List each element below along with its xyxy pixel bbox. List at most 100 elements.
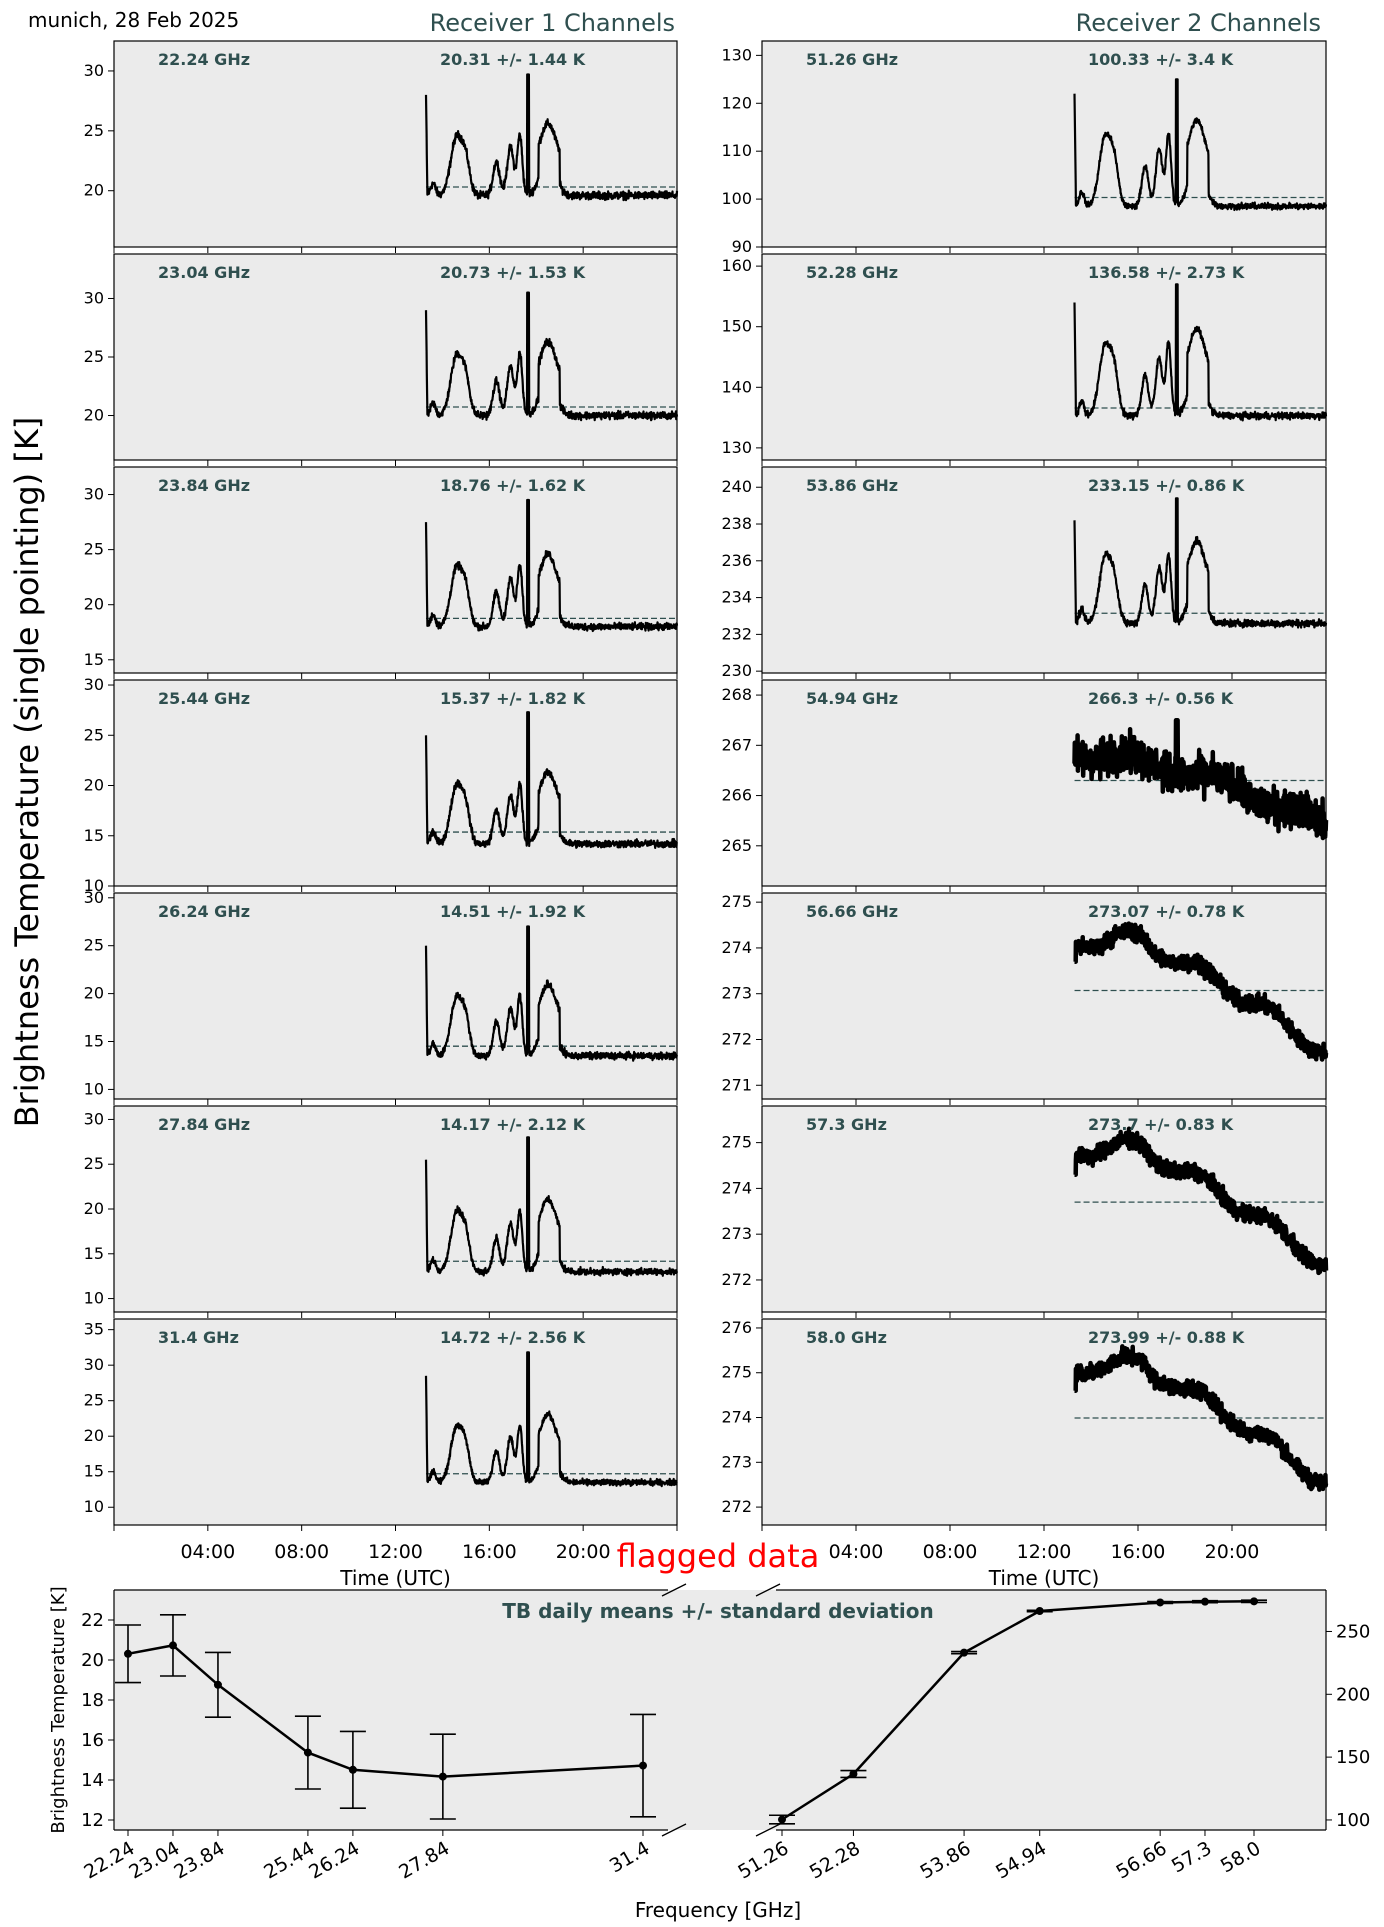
y-tick-label: 20 <box>84 776 104 795</box>
channel-frequency-label: 27.84 GHz <box>158 1115 250 1134</box>
left-y-tick-label: 14 <box>81 1770 104 1791</box>
y-tick-label: 130 <box>721 45 752 64</box>
station-date-label: munich, 28 Feb 2025 <box>28 8 239 32</box>
y-tick-label: 272 <box>721 1029 752 1048</box>
receiver2-x-tick-label: 58.0 <box>1217 1837 1265 1877</box>
global-ylabel: Brightness Temperature (single pointing)… <box>8 417 46 1128</box>
series-line <box>1073 283 1328 422</box>
y-tick-label: 272 <box>721 1497 752 1516</box>
y-tick-label: 275 <box>721 1133 752 1152</box>
y-tick-label: 20 <box>84 595 104 614</box>
receiver1-mean-point <box>168 1641 177 1650</box>
y-tick-label: 25 <box>84 1154 104 1173</box>
y-tick-label: 10 <box>84 876 104 895</box>
y-tick-label: 268 <box>721 685 752 704</box>
channel-frequency-label: 22.24 GHz <box>158 50 250 69</box>
panel-background <box>113 40 678 248</box>
series-line <box>1073 497 1328 629</box>
channel-stat-label: 20.31 +/- 1.44 K <box>440 50 586 69</box>
y-tick-label: 273 <box>721 1452 752 1471</box>
summary-title: TB daily means +/- standard deviation <box>502 1599 934 1623</box>
receiver1-mean-point <box>639 1761 647 1770</box>
x-tick-label: 04:00 <box>180 1541 235 1563</box>
y-tick-label: 15 <box>84 650 104 669</box>
y-tick-label: 160 <box>721 256 752 275</box>
left-y-tick-label: 22 <box>81 1610 104 1631</box>
channel-stat-label: 100.33 +/- 3.4 K <box>1088 50 1234 69</box>
left-y-tick-label: 20 <box>81 1650 104 1671</box>
y-tick-label: 90 <box>732 237 752 256</box>
x-tick-label: 12:00 <box>1017 1541 1072 1563</box>
channel-frequency-label: 53.86 GHz <box>806 476 898 495</box>
x-tick-label: 04:00 <box>829 1541 884 1563</box>
panel-background <box>761 892 1327 1100</box>
channel-frequency-label: 23.84 GHz <box>158 476 250 495</box>
receiver1-panels: 20 25 30 22.24 GHz 20.31 +/- 1.44 K 20 25 30 23.… <box>84 40 679 1590</box>
summary-x-axis-label: Frequency [GHz] <box>635 1898 801 1922</box>
series-line <box>1072 1126 1329 1276</box>
summary-gap-background <box>682 1590 760 1830</box>
panel-background <box>113 892 678 1100</box>
receiver2-mean-point <box>1156 1598 1165 1607</box>
series-line <box>424 1136 679 1277</box>
y-tick-label: 130 <box>721 438 752 457</box>
summary-y-axis-label: Brightness Temperature [K] <box>48 1586 69 1833</box>
summary-right-background <box>760 1590 1326 1830</box>
y-tick-label: 20 <box>84 1199 104 1218</box>
y-tick-label: 275 <box>721 1363 752 1382</box>
y-tick-label: 240 <box>721 477 752 496</box>
y-tick-label: 30 <box>84 675 104 694</box>
y-tick-label: 10 <box>84 1289 104 1308</box>
channel-stat-label: 14.72 +/- 2.56 K <box>440 1328 586 1347</box>
channel-frequency-label: 57.3 GHz <box>806 1115 887 1134</box>
receiver2-mean-point <box>1200 1597 1209 1606</box>
summary-left-background <box>114 1590 682 1830</box>
right-y-tick-label: 100 <box>1336 1810 1370 1831</box>
y-tick-label: 20 <box>84 984 104 1003</box>
right-y-tick-label: 150 <box>1336 1747 1370 1768</box>
series-line <box>424 711 678 849</box>
receiver2-x-tick-label: 51.26 <box>734 1837 792 1883</box>
channel-frequency-label: 23.04 GHz <box>158 263 250 282</box>
y-tick-label: 274 <box>721 938 752 957</box>
right-y-tick-label: 200 <box>1336 1684 1370 1705</box>
y-tick-label: 267 <box>721 735 752 754</box>
channel-stat-label: 273.7 +/- 0.83 K <box>1088 1115 1234 1134</box>
channel-stat-label: 233.15 +/- 0.86 K <box>1088 476 1245 495</box>
y-tick-label: 20 <box>84 181 104 200</box>
x-tick-label: 08:00 <box>923 1541 978 1563</box>
receiver1-x-tick-label: 31.4 <box>606 1837 654 1877</box>
y-tick-label: 110 <box>721 141 752 160</box>
axis-break-mark-bottom-right <box>755 1823 781 1837</box>
y-tick-label: 15 <box>84 1032 104 1051</box>
series-line <box>424 498 679 633</box>
y-tick-label: 10 <box>84 1497 104 1516</box>
y-tick-label: 273 <box>721 984 752 1003</box>
y-tick-label: 15 <box>84 826 104 845</box>
y-tick-label: 25 <box>84 540 104 559</box>
series-line <box>1072 1344 1329 1492</box>
y-tick-label: 234 <box>721 588 752 607</box>
y-tick-label: 271 <box>721 1075 752 1094</box>
y-tick-label: 35 <box>84 1320 104 1339</box>
right-y-tick-label: 250 <box>1336 1621 1370 1642</box>
receiver1-x-tick-label: 23.84 <box>170 1837 228 1883</box>
panel-background <box>113 1318 678 1526</box>
receiver2-mean-point <box>1035 1606 1044 1615</box>
y-tick-label: 265 <box>721 836 752 855</box>
channel-frequency-label: 58.0 GHz <box>806 1328 887 1347</box>
y-tick-label: 25 <box>84 1391 104 1410</box>
channel-stat-label: 136.58 +/- 2.73 K <box>1088 263 1245 282</box>
panel-background <box>113 253 678 461</box>
channel-frequency-label: 56.66 GHz <box>806 902 898 921</box>
receiver2-x-tick-label: 57.3 <box>1168 1837 1216 1877</box>
channel-stat-label: 14.51 +/- 1.92 K <box>440 902 586 921</box>
series-line <box>424 291 679 422</box>
panel-background <box>113 466 678 674</box>
channel-frequency-label: 31.4 GHz <box>158 1328 239 1347</box>
axis-break-mark-top-left <box>661 1583 687 1597</box>
receiver2-panels: 90 100 110 120 130 51.26 GHz 100.33 +/- 3.4 K 1… <box>721 40 1329 1590</box>
x-tick-label: 20:00 <box>1205 1541 1260 1563</box>
y-tick-label: 273 <box>721 1224 752 1243</box>
